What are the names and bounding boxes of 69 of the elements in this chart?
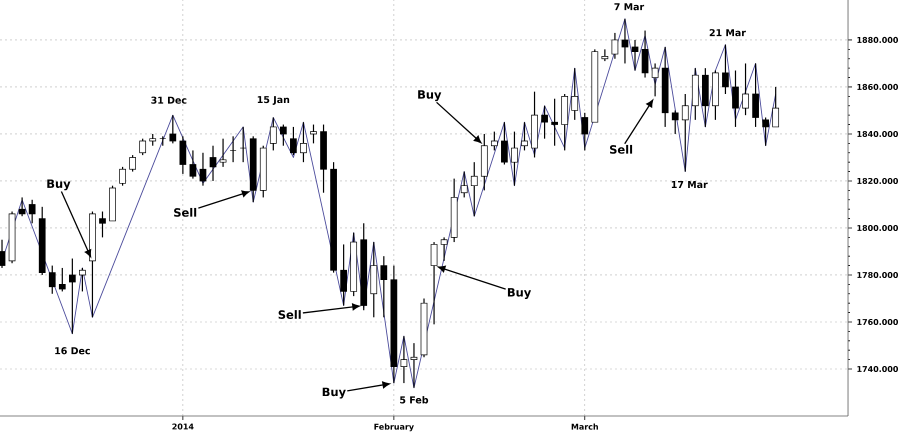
candlestick <box>180 136 186 175</box>
candlestick <box>742 62 749 116</box>
candlestick <box>340 244 347 306</box>
candlestick <box>119 166 126 186</box>
candlestick <box>210 145 216 182</box>
candlestick <box>581 112 588 152</box>
candlestick <box>511 131 518 186</box>
candlestick <box>149 133 156 146</box>
candlestick <box>732 70 739 128</box>
annotation: 17 Mar <box>672 181 708 188</box>
candlestick <box>79 267 86 292</box>
annotation: 16 Dec <box>55 347 90 354</box>
candlestick <box>622 18 628 64</box>
candlestick <box>99 210 106 238</box>
annotation: 21 Mar <box>710 29 746 36</box>
candlestick <box>652 62 658 97</box>
candlestick <box>612 32 618 60</box>
annotation: 7 Mar <box>614 3 644 10</box>
candlestick <box>18 196 26 217</box>
annotation: Buy <box>418 90 442 102</box>
candlestick <box>129 154 136 172</box>
annotation: Sell <box>610 144 632 154</box>
candlestick <box>270 116 277 152</box>
candlestick <box>290 126 297 156</box>
candlestick <box>300 122 307 163</box>
candlestick <box>440 236 448 262</box>
candlestick <box>772 86 780 128</box>
candlestick <box>68 258 76 334</box>
candlestick <box>169 114 176 144</box>
candlestick <box>159 136 166 146</box>
candlestick <box>642 30 648 78</box>
annotation: 31 Dec <box>151 96 186 104</box>
annotation: 5 Feb <box>400 396 428 404</box>
candlestick <box>230 136 236 163</box>
annotation: Sell <box>278 310 301 319</box>
candlestick <box>48 264 56 294</box>
candlestick <box>752 62 759 128</box>
candlestick <box>58 267 66 292</box>
candlestick <box>501 122 508 166</box>
candlestick <box>470 162 478 217</box>
candlestick <box>240 126 247 163</box>
candlestick <box>310 124 317 144</box>
candlestick <box>551 98 558 146</box>
candlestick <box>490 131 498 152</box>
candlestick <box>139 138 146 156</box>
candlestick <box>521 122 528 152</box>
annotation: 15 Jan <box>258 96 290 105</box>
annotation: Buy <box>47 179 70 190</box>
candlestick <box>682 93 689 172</box>
annotation: Sell <box>174 208 196 217</box>
candlestick <box>28 199 36 224</box>
annotation: Buy <box>508 288 532 299</box>
candlestick <box>200 152 206 186</box>
annotation: Buy <box>322 388 346 399</box>
candlestick <box>400 335 408 384</box>
candlestick <box>672 110 679 135</box>
candlestick <box>0 239 6 269</box>
candlestick <box>460 170 468 198</box>
candlestick <box>220 138 226 168</box>
candlestick <box>280 124 287 146</box>
candlestick <box>190 150 196 180</box>
candlestick <box>541 105 548 140</box>
candlestick <box>571 68 578 120</box>
candlestick <box>722 44 729 95</box>
candlestick <box>602 48 608 62</box>
candlestick <box>410 342 418 388</box>
candlestick <box>380 256 388 318</box>
candlestick <box>762 116 769 146</box>
candlestick <box>632 39 638 72</box>
